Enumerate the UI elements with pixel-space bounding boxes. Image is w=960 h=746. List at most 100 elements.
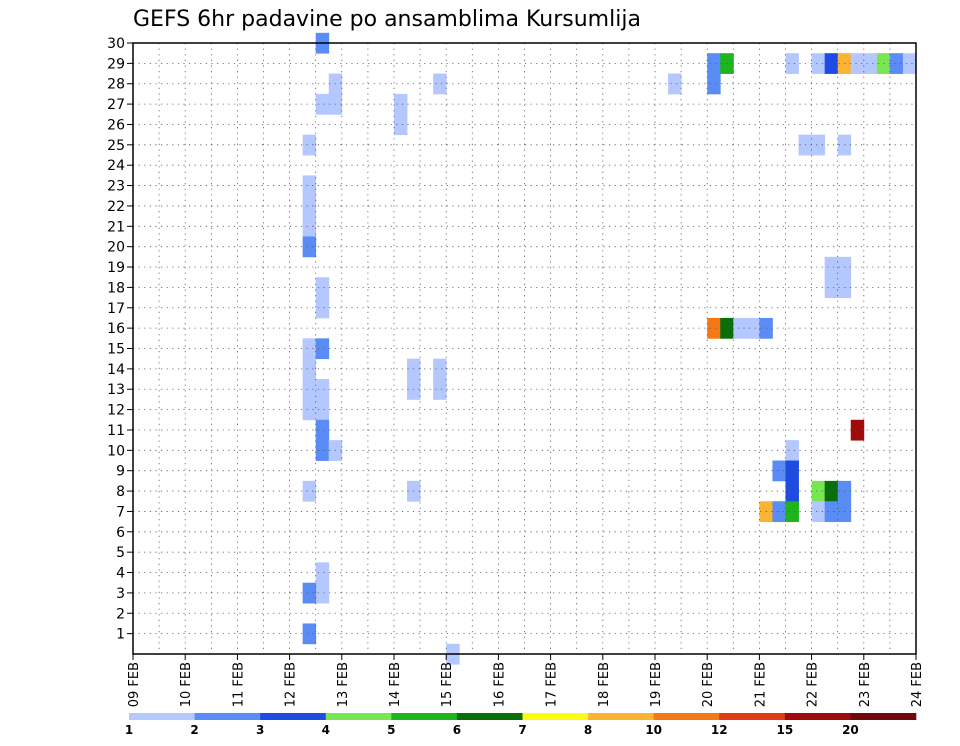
x-tick-label: 14 FEB (388, 662, 403, 707)
legend-swatch (260, 713, 327, 720)
heatmap-cell (811, 53, 826, 74)
legend-swatch (588, 713, 654, 720)
heatmap-cell (824, 277, 839, 298)
y-tick-label: 20 (107, 240, 125, 256)
y-tick-label: 3 (116, 586, 125, 602)
legend-swatch (522, 713, 589, 720)
y-tick-label: 4 (116, 566, 125, 582)
grid-layer (133, 42, 916, 654)
heatmap-cell (850, 419, 865, 441)
y-tick-label: 26 (107, 117, 125, 133)
heatmap-cell (902, 53, 917, 74)
heatmap-cell (315, 582, 330, 604)
heatmap-cell (785, 480, 799, 502)
heatmap-cell (850, 53, 865, 74)
color-legend: 1 2 3 4 5 6 7 8 10 12 15 20 (125, 713, 917, 737)
x-tick-label: 12 FEB (284, 662, 299, 707)
heatmap-cell (302, 338, 317, 360)
x-tick-label: 22 FEB (806, 662, 821, 707)
legend-swatch (325, 713, 392, 720)
legend-label: 8 (584, 723, 592, 737)
y-tick-label: 1 (116, 627, 125, 643)
cells-layer (302, 32, 917, 665)
heatmap-cell (811, 501, 826, 523)
heatmap-cell (302, 175, 317, 197)
x-tick-label: 10 FEB (179, 662, 194, 707)
legend-label: 12 (711, 723, 728, 737)
x-tick-label: 19 FEB (649, 662, 664, 707)
legend-label: 6 (453, 723, 461, 737)
heatmap-cell (315, 562, 330, 584)
y-tick-label: 22 (107, 199, 125, 215)
x-tick-label: 21 FEB (753, 662, 768, 707)
heatmap-cell (302, 480, 317, 502)
legend-swatch (719, 713, 786, 720)
x-axis: 09 FEB 10 FEB 11 FEB 12 FEB 13 FEB 14 FEB 15 F… (127, 654, 925, 707)
legend-label: 15 (776, 723, 793, 737)
heatmap-cell (315, 399, 330, 421)
y-tick-label: 15 (107, 342, 125, 358)
legend-label: 3 (256, 723, 264, 737)
x-tick-label: 09 FEB (127, 662, 142, 707)
y-tick-label: 10 (107, 443, 125, 459)
legend-swatch (850, 713, 917, 720)
heatmap-cell (302, 216, 317, 237)
y-tick-label: 16 (107, 321, 125, 337)
heatmap-cell (772, 460, 786, 482)
heatmap-cell (811, 134, 826, 156)
y-tick-label: 6 (116, 525, 125, 541)
y-axis: 1234567891011121314151617181920212223242… (107, 36, 133, 643)
heatmap-cell (824, 480, 839, 502)
heatmap-cell (707, 73, 721, 95)
y-tick-label: 27 (107, 97, 125, 113)
heatmap-cell (785, 440, 799, 461)
legend-label: 10 (645, 723, 662, 737)
heatmap-cell (433, 379, 447, 400)
heatmap-cell (302, 134, 317, 156)
legend-swatch (456, 713, 523, 720)
heatmap-cell (433, 358, 447, 380)
y-tick-label: 29 (107, 56, 125, 72)
heatmap-cell (785, 460, 799, 482)
heatmap-cell (394, 93, 408, 115)
legend-label: 4 (322, 723, 330, 737)
x-tick-label: 11 FEB (231, 662, 246, 707)
heatmap-cell (433, 73, 447, 95)
legend-swatch (653, 713, 720, 720)
y-tick-label: 19 (107, 260, 125, 276)
heatmap-cell (315, 440, 330, 461)
x-tick-label: 24 FEB (910, 662, 925, 707)
heatmap-cell (772, 501, 786, 523)
heatmap-cell (707, 53, 721, 74)
y-tick-label: 11 (107, 423, 125, 439)
legend-label: 2 (190, 723, 198, 737)
y-tick-label: 9 (116, 464, 125, 480)
legend-label: 5 (387, 723, 395, 737)
heatmap-cell (302, 582, 317, 604)
heatmap-cell (863, 53, 878, 74)
heatmap-cell (889, 53, 904, 74)
legend-swatch (784, 713, 851, 720)
y-tick-label: 14 (107, 362, 125, 378)
legend-swatch (194, 713, 261, 720)
y-tick-label: 24 (107, 158, 125, 174)
heatmap-cell (811, 480, 826, 502)
x-tick-label: 18 FEB (597, 662, 612, 707)
heatmap-cell (315, 93, 330, 115)
heatmap-cell (315, 297, 330, 319)
legend-label: 7 (518, 723, 526, 737)
heatmap-cell (785, 53, 799, 74)
x-tick-label: 17 FEB (545, 662, 560, 707)
x-tick-label: 20 FEB (701, 662, 716, 707)
x-tick-label: 23 FEB (858, 662, 873, 707)
heatmap-cell (668, 73, 682, 95)
heatmap-cell (315, 338, 330, 360)
x-tick-label: 16 FEB (492, 662, 507, 707)
heatmap-cell (824, 501, 839, 523)
y-tick-label: 8 (116, 484, 125, 500)
y-tick-label: 12 (107, 403, 125, 419)
heatmap-cell (302, 358, 317, 380)
y-tick-label: 23 (107, 179, 125, 195)
